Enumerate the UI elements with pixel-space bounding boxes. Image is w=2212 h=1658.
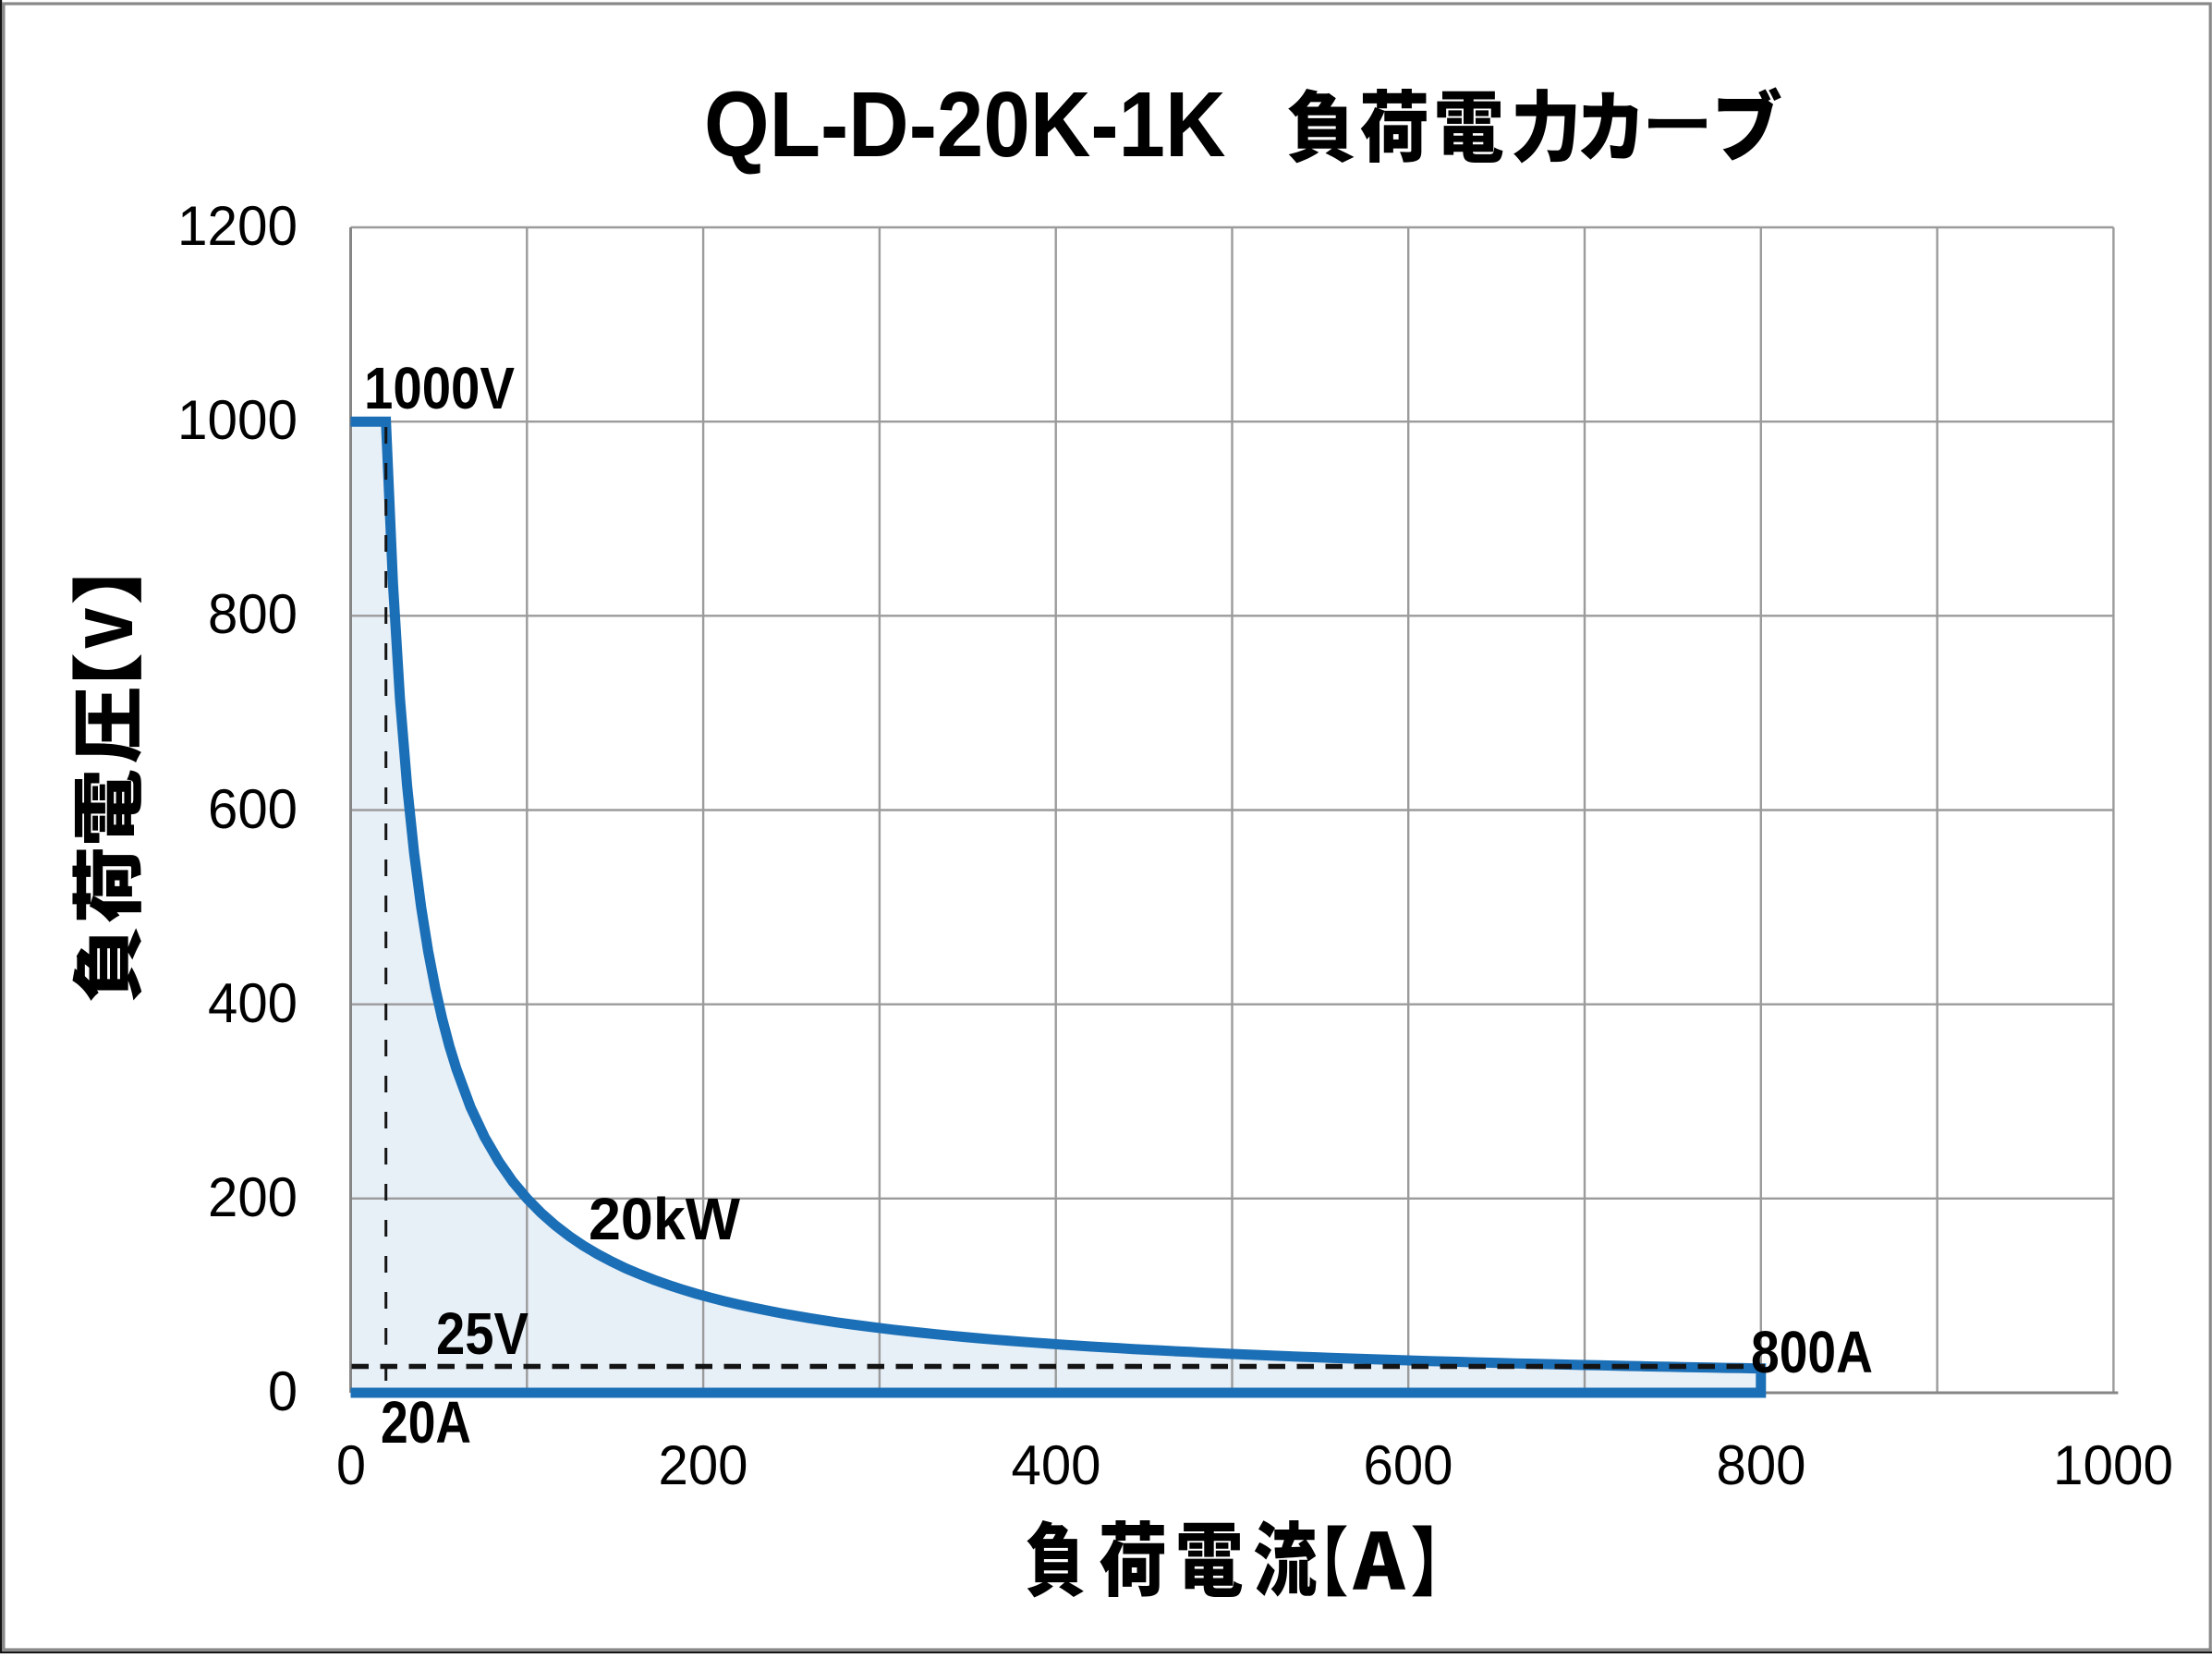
svg-text:1000: 1000	[2053, 1434, 2173, 1496]
svg-text:800: 800	[208, 583, 298, 645]
svg-text:600: 600	[1364, 1434, 1453, 1496]
svg-text:800: 800	[1717, 1434, 1806, 1496]
svg-text:600: 600	[208, 778, 298, 840]
svg-text:1200: 1200	[177, 195, 298, 257]
svg-text:1000: 1000	[177, 389, 298, 451]
svg-text:25V: 25V	[436, 1300, 529, 1367]
svg-text:0: 0	[268, 1360, 298, 1422]
svg-text:400: 400	[1012, 1434, 1101, 1496]
svg-text:800A: 800A	[1751, 1319, 1873, 1385]
svg-text:200: 200	[659, 1434, 748, 1496]
svg-text:200: 200	[208, 1166, 298, 1228]
svg-text:20kW: 20kW	[589, 1186, 741, 1252]
svg-text:20A: 20A	[381, 1389, 471, 1456]
svg-text:400: 400	[208, 972, 298, 1034]
svg-text:1000V: 1000V	[364, 355, 515, 421]
svg-text:QL-D-20K-1K: QL-D-20K-1K	[704, 73, 1226, 177]
svg-text:0: 0	[336, 1434, 366, 1496]
